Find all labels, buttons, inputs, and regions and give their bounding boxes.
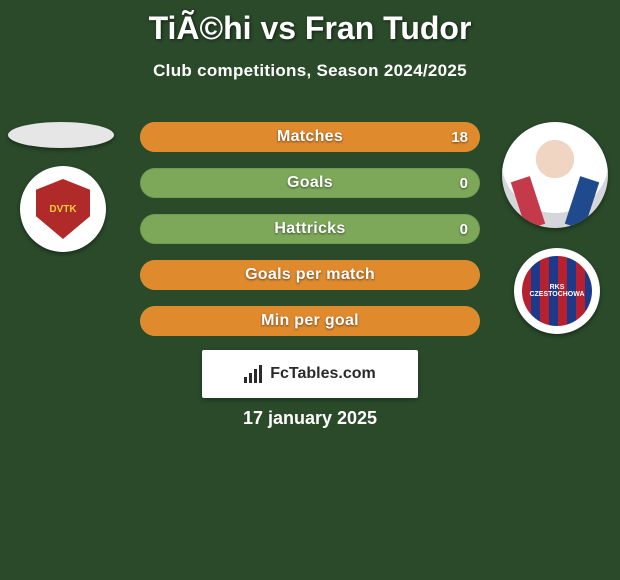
date-text: 17 january 2025 <box>0 408 620 429</box>
bar-value-right: 18 <box>451 122 468 152</box>
shield-icon: DVTK <box>36 179 90 239</box>
bar-value-right: 0 <box>460 168 468 198</box>
stripes-icon: RKS CZESTOCHOWA <box>522 256 592 326</box>
stats-bars: Matches18Goals0Hattricks0Goals per match… <box>140 122 480 352</box>
left-club-badge: DVTK <box>20 166 106 252</box>
left-player-photo <box>8 122 114 148</box>
right-column: RKS CZESTOCHOWA <box>502 122 612 334</box>
stat-bar: Hattricks0 <box>140 214 480 244</box>
bar-label: Goals <box>140 168 480 198</box>
bar-label: Hattricks <box>140 214 480 244</box>
stat-bar: Goals0 <box>140 168 480 198</box>
right-club-badge: RKS CZESTOCHOWA <box>514 248 600 334</box>
right-club-short: RKS CZESTOCHOWA <box>522 284 592 298</box>
left-column: DVTK <box>8 122 118 252</box>
right-player-photo <box>502 122 608 228</box>
bar-value-right: 0 <box>460 214 468 244</box>
subtitle: Club competitions, Season 2024/2025 <box>0 61 620 81</box>
brand-text: FcTables.com <box>270 365 376 383</box>
left-club-short: DVTK <box>49 204 76 215</box>
page-title: TiÃ©hi vs Fran Tudor <box>0 0 620 47</box>
stat-bar: Goals per match <box>140 260 480 290</box>
barchart-icon <box>244 365 264 383</box>
bar-label: Goals per match <box>140 260 480 290</box>
bar-label: Min per goal <box>140 306 480 336</box>
bar-label: Matches <box>140 122 480 152</box>
brand-box: FcTables.com <box>202 350 418 398</box>
stat-bar: Matches18 <box>140 122 480 152</box>
stat-bar: Min per goal <box>140 306 480 336</box>
